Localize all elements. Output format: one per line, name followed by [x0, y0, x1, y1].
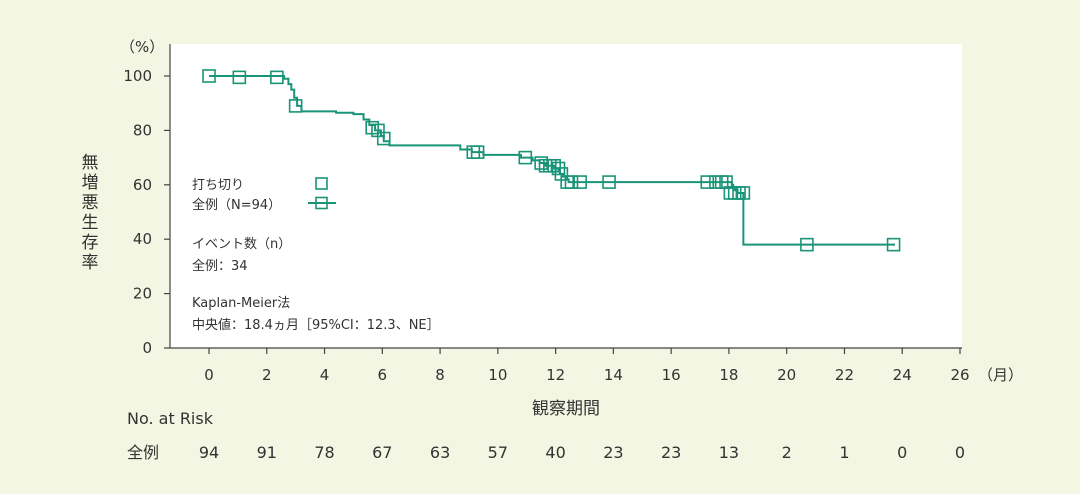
x-tick-label: 8: [435, 366, 445, 384]
y-axis-title: 無増悪生存率: [82, 153, 99, 273]
censor-mark: [470, 145, 485, 159]
at-risk-value: 78: [314, 443, 334, 462]
x-tick-label: 4: [320, 366, 330, 384]
censor-mark: [736, 186, 751, 200]
x-tick-label: 20: [777, 366, 796, 384]
x-tick-label: 12: [546, 366, 565, 384]
y-tick-label: 20: [133, 285, 152, 303]
censor-mark: [719, 175, 733, 189]
y-axis-title-char: 無: [82, 153, 99, 173]
censor-mark: [800, 237, 814, 252]
y-unit-label: （%）: [120, 38, 164, 56]
y-tick-label: 80: [133, 121, 152, 139]
at-risk-value: 0: [955, 443, 965, 462]
y-axis-title-char: 悪: [82, 193, 99, 213]
censor-mark: [376, 131, 391, 146]
legend-censor-marker: [315, 177, 328, 190]
at-risk-header: No. at Risk: [127, 409, 214, 428]
censor-mark: [602, 175, 616, 189]
survival-curve: [209, 75, 896, 246]
censor-mark: [534, 156, 548, 170]
censor-mark: [547, 158, 561, 173]
x-tick-label: 24: [893, 366, 912, 384]
y-axis-title-char: 率: [82, 253, 99, 273]
events-label: イベント数（n）: [192, 237, 291, 252]
at-risk-values: 94 91 78 67 63 57 40 23 23 13 2 1 0 0: [199, 443, 965, 462]
at-risk-value: 23: [661, 443, 681, 462]
x-tick-label: 26: [950, 366, 969, 384]
at-risk-value: 40: [545, 443, 565, 462]
at-risk-value: 63: [430, 443, 450, 462]
x-axis-title: 観察期間: [532, 399, 600, 419]
x-tick-label: 6: [378, 366, 388, 384]
survival-curve-layer: [209, 75, 896, 246]
censor-mark: [270, 70, 284, 85]
y-axis-title-char: 生: [82, 213, 99, 233]
events-value: 全例：34: [192, 258, 248, 274]
censor-mark: [202, 69, 216, 83]
at-risk-value: 2: [782, 443, 792, 462]
censor-mark: [886, 237, 901, 252]
y-tick-label: 0: [142, 339, 152, 357]
legend: 打ち切り 全例（N=94）: [192, 177, 336, 213]
y-axis-title-char: 存: [82, 233, 99, 253]
y-tick-label: 60: [133, 176, 152, 194]
at-risk-value: 57: [488, 443, 508, 462]
x-tick-label: 14: [604, 366, 623, 384]
legend-series-label: 全例（N=94）: [192, 197, 281, 213]
censor-marks-layer: [202, 69, 901, 252]
at-risk-value: 91: [257, 443, 277, 462]
x-unit-label: （月）: [978, 366, 1023, 384]
censor-mark: [232, 70, 247, 85]
x-tick-label: 10: [488, 366, 507, 384]
y-tick-label: 40: [133, 230, 152, 248]
legend-series-marker: [315, 196, 328, 210]
at-risk-value: 0: [897, 443, 907, 462]
x-tick-label: 18: [719, 366, 738, 384]
method-label: Kaplan-Meier法: [192, 296, 290, 311]
at-risk-value: 1: [839, 443, 849, 462]
censor-mark: [288, 99, 303, 113]
at-risk-value: 67: [372, 443, 392, 462]
legend-censor-label: 打ち切り: [192, 178, 244, 193]
x-tick-label: 22: [835, 366, 854, 384]
at-risk-value: 94: [199, 443, 219, 462]
y-axis-title-char: 増: [82, 173, 99, 193]
censor-mark: [573, 175, 587, 189]
censor-mark: [700, 175, 715, 189]
y-tick-label: 100: [123, 67, 152, 85]
x-tick-label: 2: [262, 366, 272, 384]
at-risk-value: 13: [719, 443, 739, 462]
censor-mark: [518, 150, 533, 165]
censor-mark: [564, 175, 579, 189]
at-risk-row-label: 全例: [127, 443, 159, 462]
at-risk-value: 23: [603, 443, 623, 462]
x-tick-label: 0: [204, 366, 214, 384]
x-tick-label: 16: [662, 366, 681, 384]
plot-background: [170, 44, 962, 348]
median-label: 中央値：18.4ヵ月［95%CI：12.3、NE］: [192, 317, 440, 333]
